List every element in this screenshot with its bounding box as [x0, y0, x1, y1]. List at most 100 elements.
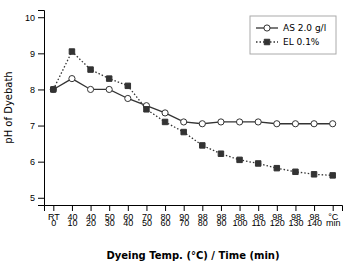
- x-tick-mark: [109, 205, 110, 211]
- x-tick-second: 120: [270, 218, 285, 228]
- x-tick-mark: [128, 205, 129, 211]
- x-tick-mark: [240, 205, 241, 211]
- x-tick-mark: [184, 205, 185, 211]
- y-tick: 9: [30, 49, 44, 59]
- x-tick-second: 70: [179, 218, 189, 228]
- x-tick-label: 130: [288, 218, 303, 228]
- y-tick: 8: [30, 85, 44, 95]
- series-line: [53, 79, 332, 124]
- y-tick-label: 5: [30, 193, 35, 203]
- series-marker: [255, 161, 260, 166]
- series-marker: [311, 172, 316, 177]
- series-line: [53, 52, 332, 176]
- series-marker: [181, 119, 187, 125]
- x-tick-label: 10: [67, 218, 77, 228]
- series-marker: [162, 119, 167, 124]
- plot-area: 5678910RT4040506070809098989898989898°C0…: [25, 11, 343, 229]
- y-axis-title: pH of Dyebath: [3, 71, 14, 143]
- x-tick-label: 120: [270, 218, 285, 228]
- y-axis: 5 6 7 8 9 10: [25, 11, 45, 206]
- x-tick-second: 50: [142, 218, 152, 228]
- series-marker: [200, 143, 205, 148]
- x-tick-second: 20: [86, 218, 96, 228]
- y-tick-mark: [38, 89, 44, 90]
- series-marker: [274, 165, 279, 170]
- series-marker: [51, 87, 56, 92]
- x-tick-second: 80: [198, 218, 208, 228]
- y-tick-label: 9: [30, 49, 35, 59]
- series-marker: [255, 119, 261, 125]
- legend-marker: [264, 39, 269, 44]
- y-tick-label: 10: [25, 13, 35, 23]
- series-marker: [236, 119, 242, 125]
- series-marker: [293, 169, 298, 174]
- series-marker: [330, 173, 335, 178]
- x-tick-second: 130: [288, 218, 303, 228]
- series-marker: [218, 151, 223, 156]
- x-tick-mark: [72, 205, 73, 211]
- x-tick-second: 110: [252, 218, 266, 228]
- x-axis-title: Dyeing Temp. (°C) / Time (min): [106, 250, 279, 261]
- x-tick-second: 100: [233, 218, 248, 228]
- x-tick-mark: [146, 205, 147, 211]
- x-tick-second: 60: [161, 218, 171, 228]
- legend-frame: [250, 16, 336, 54]
- x-axis-second-row: 0 10 20 30 40 50 60 70 80 90 100 110 120130 140 min: [51, 218, 340, 228]
- x-tick-second: 10: [67, 218, 77, 228]
- y-tick: 6: [30, 157, 44, 167]
- marks: [50, 49, 336, 178]
- x-tick-mark: [53, 205, 54, 211]
- series-marker: [88, 67, 93, 72]
- x-tick-label: 20: [86, 218, 96, 228]
- x-tick-label: 90: [216, 218, 226, 228]
- y-tick: 5: [30, 193, 44, 203]
- x-tick-mark: [165, 205, 166, 211]
- x-tick-second: 140: [307, 218, 322, 228]
- x-tick-second: 30: [105, 218, 115, 228]
- series-marker: [237, 157, 242, 162]
- x-tick-label: 50: [142, 218, 152, 228]
- y-tick-label: 6: [30, 157, 35, 167]
- x-tick-second: 0: [51, 218, 56, 228]
- series-marker: [199, 121, 205, 127]
- x-tick-label: 40: [123, 218, 133, 228]
- series-marker: [330, 121, 336, 127]
- series-marker: [69, 76, 75, 82]
- x-tick-mark: [333, 205, 334, 211]
- x-tick-mark: [91, 205, 92, 211]
- x-tick-mark: [295, 205, 296, 211]
- x-tick-mark: [202, 205, 203, 211]
- x-tick-label: 100: [233, 218, 248, 228]
- y-tick: 10: [25, 13, 44, 23]
- y-tick-label: 8: [30, 85, 35, 95]
- y-tick-mark: [38, 53, 44, 54]
- legend-marker: [264, 25, 270, 31]
- legend-item: AS 2.0 g/l: [256, 23, 326, 33]
- legend: AS 2.0 g/l EL 0.1%: [250, 16, 336, 54]
- x-tick-label: 80: [198, 218, 208, 228]
- x-tick-label: 70: [179, 218, 189, 228]
- y-tick-mark: [38, 126, 44, 127]
- x-tick-label: 60: [161, 218, 171, 228]
- chart: 5678910RT4040506070809098989898989898°C0…: [0, 0, 352, 267]
- series-marker: [125, 95, 131, 101]
- x-tick-label: 0: [51, 218, 56, 228]
- x-tick-mark: [314, 205, 315, 211]
- series-marker: [106, 76, 111, 81]
- x-tick-second: min: [326, 218, 341, 228]
- series-marker: [162, 110, 168, 116]
- y-tick-mark: [38, 198, 44, 199]
- series-marker: [292, 121, 298, 127]
- y-tick-label: 7: [30, 121, 35, 131]
- series-marker: [69, 49, 74, 54]
- y-axis-line: [38, 11, 45, 206]
- x-tick-label: 140: [307, 218, 322, 228]
- x-tick-label: min: [326, 218, 341, 228]
- y-tick: 7: [30, 121, 44, 131]
- series-marker: [87, 86, 93, 92]
- x-tick-label: 110: [252, 218, 266, 228]
- series-marker: [181, 129, 186, 134]
- x-tick-second: 90: [216, 218, 226, 228]
- y-tick-mark: [38, 17, 44, 18]
- legend-item: EL 0.1%: [256, 37, 320, 47]
